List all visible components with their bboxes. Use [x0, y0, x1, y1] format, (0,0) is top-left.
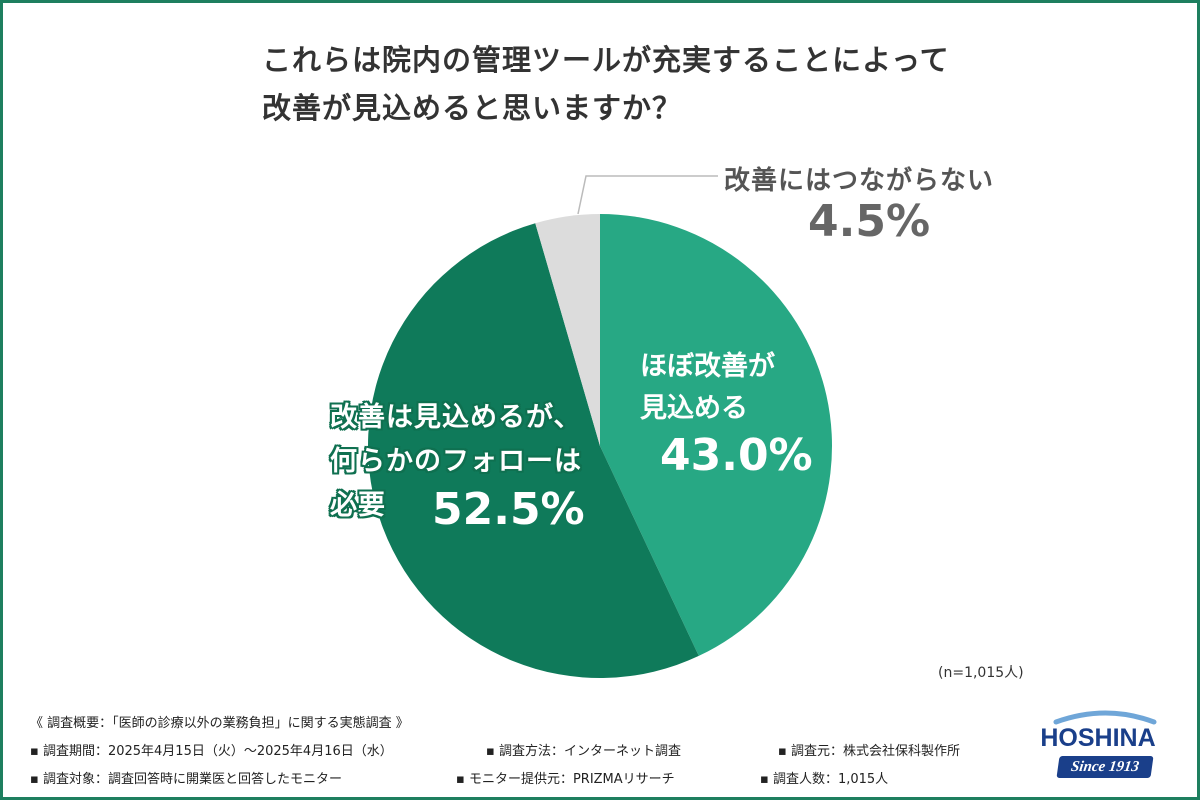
pie-slice-mostly-improve: [600, 214, 832, 656]
slice-label-needs-followup-line-2: 何らかのフォローは: [330, 446, 582, 477]
slice-label-mostly-improve-line-1: ほぼ改善が: [640, 351, 775, 382]
slice-value-no-improvement: 4.5%: [808, 196, 931, 247]
slice-label-no-improvement: 改善にはつながらない: [724, 166, 995, 196]
survey-period: ▪ 調査期間：2025年4月15日（火）～2025年4月16日（水）: [30, 744, 393, 759]
slice-label-needs-followup: 改善は見込めるが、 何らかのフォローは 必要: [330, 396, 582, 528]
sample-size: (n=1,015人): [938, 665, 1024, 681]
logo-swoosh-icon: [1053, 710, 1157, 725]
slice-label-mostly-improve-line-2: 見込める: [640, 393, 748, 424]
survey-count: ▪ 調査人数：1,015人: [760, 772, 889, 787]
chart-title: これらは院内の管理ツールが充実することによって 改善が見込めると思いますか？: [262, 36, 950, 132]
slice-value-needs-followup: 52.5%: [432, 484, 585, 535]
survey-heading: 《 調査概要：「医師の診療以外の業務負担」に関する実態調査 》: [30, 716, 409, 731]
slice-label-mostly-improve: ほぼ改善が 見込める: [640, 346, 775, 430]
survey-target: ▪ 調査対象：調査回答時に開業医と回答したモニター: [30, 772, 342, 787]
slice-label-needs-followup-line-1: 改善は見込めるが、: [330, 402, 582, 433]
survey-method: ▪ 調査方法：インターネット調査: [486, 744, 681, 759]
small-slice-leader-line: [577, 175, 718, 215]
pie-slice-no-improvement: [535, 214, 600, 446]
title-line-1: これらは院内の管理ツールが充実することによって: [262, 43, 950, 77]
title-line-2: 改善が見込めると思いますか？: [262, 91, 683, 125]
slice-label-needs-followup-line-3: 必要: [330, 490, 386, 521]
survey-source: ▪ 調査元：株式会社保科製作所: [778, 744, 960, 759]
survey-provider: ▪ モニター提供元：PRIZMAリサーチ: [456, 772, 675, 787]
pie-slice-needs-followup: [367, 223, 699, 679]
logo-wordmark: HOSHINA: [1040, 724, 1156, 752]
slice-value-mostly-improve: 43.0%: [660, 430, 813, 481]
hoshina-logo: HOSHINA Since 1913: [1036, 708, 1160, 788]
logo-since-badge: Since 1913: [1056, 756, 1154, 778]
